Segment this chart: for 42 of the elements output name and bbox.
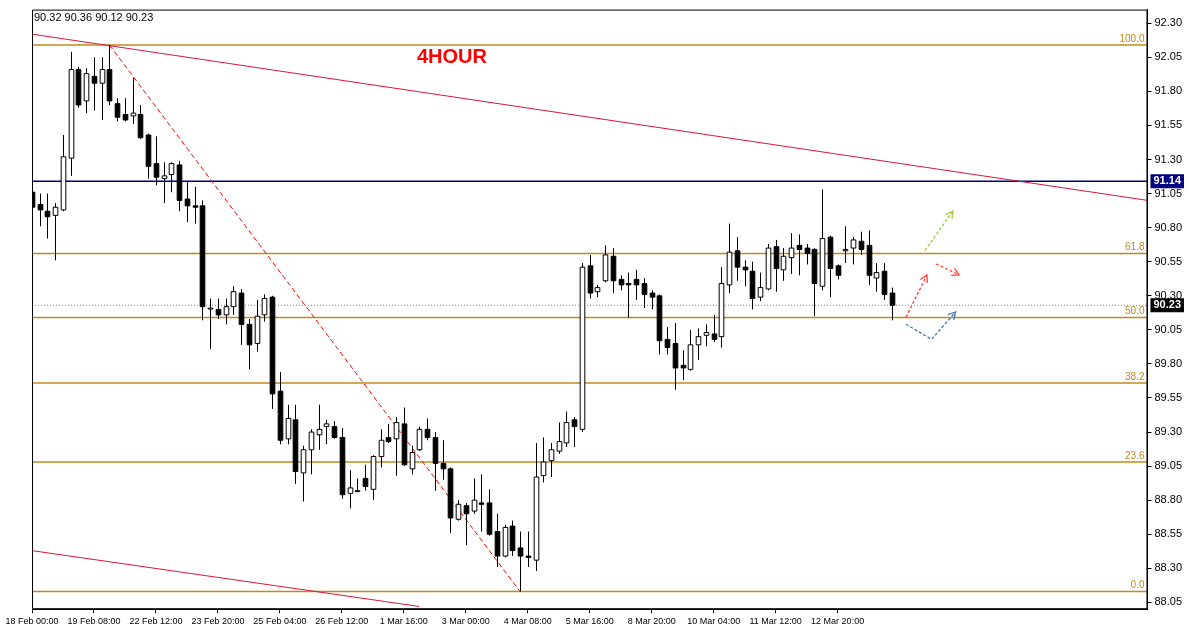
annotation: 23.6 <box>1125 449 1145 461</box>
y-tick-label: 89.30 <box>1154 425 1182 438</box>
y-tick-label: 89.55 <box>1154 391 1182 404</box>
x-tick-label: 11 Mar 12:00 <box>749 616 802 627</box>
x-tick-label: 8 Mar 20:00 <box>627 616 676 627</box>
annotation: 90.32 90.36 90.12 90.23 <box>34 11 154 24</box>
y-tick-label: 89.05 <box>1154 459 1182 472</box>
x-tick-label: 1 Mar 16:00 <box>379 616 428 627</box>
y-tick-label: 91.80 <box>1154 84 1182 97</box>
annotation: 100.0 <box>1119 32 1145 44</box>
y-tick-label: 88.55 <box>1154 527 1182 540</box>
y-tick-label: 91.55 <box>1154 118 1182 131</box>
ref-line-label: 91.14 <box>1153 174 1182 187</box>
x-tick-label: 25 Feb 04:00 <box>253 616 307 627</box>
annotation: 50.0 <box>1125 305 1145 317</box>
x-tick-label: 26 Feb 12:00 <box>315 616 369 627</box>
y-tick-label: 88.05 <box>1154 595 1182 608</box>
y-tick-label: 91.30 <box>1154 152 1182 165</box>
y-tick-label: 91.05 <box>1154 186 1182 199</box>
ref-line-label: 90.23 <box>1153 298 1181 311</box>
y-tick-label: 90.80 <box>1154 220 1182 233</box>
x-tick-label: 4 Mar 08:00 <box>503 616 552 627</box>
x-tick-label: 5 Mar 16:00 <box>565 616 614 627</box>
y-tick-label: 88.80 <box>1154 493 1182 506</box>
x-tick-label: 18 Feb 00:00 <box>5 616 59 627</box>
annotation: 0.0 <box>1130 579 1145 591</box>
y-tick-label: 88.30 <box>1154 561 1182 574</box>
y-tick-label: 89.80 <box>1154 356 1182 369</box>
annotation: 38.2 <box>1125 370 1145 382</box>
x-tick-label: 22 Feb 12:00 <box>129 616 183 627</box>
x-tick-label: 3 Mar 00:00 <box>441 616 490 627</box>
x-tick-label: 19 Feb 08:00 <box>67 616 121 627</box>
annotation: 61.8 <box>1125 241 1145 253</box>
y-tick-label: 92.30 <box>1154 16 1182 29</box>
x-tick-label: 10 Mar 04:00 <box>687 616 741 627</box>
y-tick-label: 90.05 <box>1154 322 1182 335</box>
x-tick-label: 23 Feb 20:00 <box>191 616 245 627</box>
text: 4HOUR <box>417 45 488 68</box>
y-tick-label: 90.55 <box>1154 254 1182 267</box>
y-tick-label: 90.30 <box>1154 288 1182 301</box>
x-tick-label: 12 Mar 20:00 <box>811 616 865 627</box>
y-tick-label: 92.05 <box>1154 50 1182 63</box>
